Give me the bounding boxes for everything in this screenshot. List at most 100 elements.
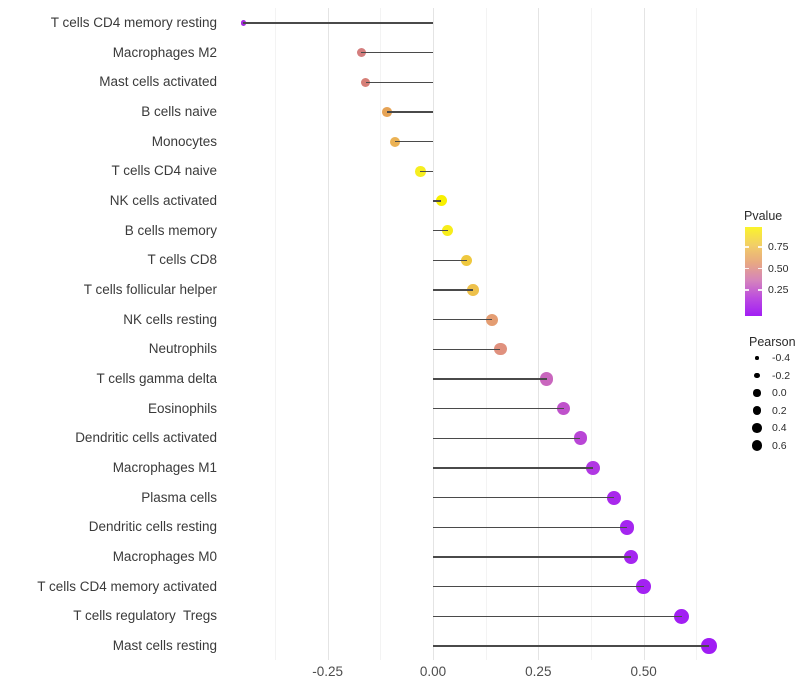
lollipop-dot — [607, 490, 622, 505]
lollipop-stem — [395, 140, 433, 143]
pearson-legend-label: 0.0 — [772, 387, 787, 399]
lollipop-stem — [433, 526, 627, 529]
gridline-major — [433, 8, 434, 660]
gridline-minor — [485, 8, 487, 660]
pearson-legend-title: Pearson — [749, 335, 796, 349]
x-tick-label: 0.00 — [419, 664, 447, 679]
gridline-major — [643, 8, 645, 660]
x-tick-label: 0.25 — [525, 664, 552, 679]
gridline-minor — [380, 8, 382, 660]
lollipop-stem — [433, 585, 644, 588]
pearson-legend-dot-icon — [753, 389, 761, 397]
category-label: Macrophages M2 — [112, 44, 217, 60]
lollipop-dot — [467, 284, 479, 296]
category-label: Monocytes — [151, 133, 217, 149]
pearson-dot-cell — [749, 406, 765, 415]
gridline-minor — [590, 8, 592, 660]
category-label: B cells naive — [141, 104, 217, 119]
pvalue-colorbar-tick — [758, 267, 762, 270]
pvalue-colorbar-tick — [758, 289, 762, 291]
category-label: B cells memory — [124, 222, 217, 238]
category-label: Dendritic cells resting — [88, 519, 217, 535]
pearson-legend-dot-icon — [752, 423, 762, 433]
lollipop-stem — [365, 81, 433, 84]
category-label: NK cells activated — [109, 193, 217, 208]
lollipop-stem — [433, 229, 448, 232]
pearson-legend-dot-icon — [754, 372, 760, 379]
pvalue-colorbar-tick — [758, 246, 762, 248]
pearson-dot-cell — [749, 389, 765, 397]
category-label: NK cells resting — [123, 311, 217, 327]
category-label: T cells CD4 memory resting — [50, 15, 217, 30]
pvalue-tick-label: 0.75 — [768, 241, 789, 253]
pearson-legend-item: -0.4 — [749, 352, 790, 364]
pearson-legend-item: 0.0 — [749, 387, 787, 399]
pvalue-colorbar-tick — [745, 289, 749, 291]
pearson-dot-cell — [749, 372, 765, 379]
category-label: T cells regulatory Tregs — [73, 608, 217, 624]
category-label: Macrophages M0 — [112, 549, 217, 564]
lollipop-stem — [433, 437, 581, 440]
lollipop-stem — [433, 318, 492, 321]
lollipop-stem — [243, 22, 433, 24]
gridline-major — [538, 8, 540, 660]
pvalue-tick-label: 0.25 — [768, 284, 789, 296]
pvalue-colorbar — [745, 227, 762, 316]
x-tick-label: 0.50 — [630, 664, 657, 679]
lollipop-stem — [386, 111, 433, 113]
lollipop-dot — [390, 136, 401, 147]
category-label: Plasma cells — [141, 489, 217, 505]
pearson-legend-item: 0.6 — [749, 440, 787, 452]
lollipop-stem — [433, 496, 615, 499]
lollipop-dot — [240, 20, 246, 26]
pvalue-colorbar-tick — [745, 267, 749, 270]
category-label: Dendritic cells activated — [75, 430, 217, 446]
pearson-legend-item: 0.4 — [749, 422, 787, 434]
pearson-legend-item: -0.2 — [749, 370, 790, 382]
category-label: T cells CD4 memory activated — [37, 578, 217, 594]
pvalue-legend-title: Pvalue — [744, 209, 783, 223]
pearson-legend-label: -0.4 — [772, 352, 791, 364]
pearson-legend-label: -0.2 — [772, 369, 791, 382]
lollipop-dot — [442, 225, 454, 237]
category-label: Macrophages M1 — [112, 460, 217, 475]
lollipop-stem — [433, 645, 709, 647]
pearson-legend-label: 0.4 — [772, 422, 787, 434]
gridline-minor — [696, 8, 698, 660]
lollipop-dot — [415, 166, 426, 177]
lollipop-dot — [356, 48, 366, 58]
lollipop-stem — [433, 556, 631, 558]
lollipop-dot — [623, 549, 639, 565]
category-label: T cells follicular helper — [83, 282, 217, 297]
pvalue-tick-label: 0.50 — [768, 262, 789, 275]
plot-panel — [240, 8, 720, 660]
lollipop-stem — [433, 289, 474, 291]
pearson-legend-dot-icon — [755, 356, 759, 360]
category-label: Eosinophils — [147, 400, 217, 416]
lollipop-dot — [701, 638, 717, 654]
pearson-dot-cell — [749, 356, 765, 360]
gridline-major — [327, 8, 329, 660]
lollipop-stem — [433, 407, 564, 410]
x-tick-label: -0.25 — [312, 664, 344, 679]
pearson-legend-label: 0.2 — [772, 404, 787, 417]
category-label: T cells CD4 naive — [111, 163, 217, 179]
pearson-legend-dot-icon — [752, 406, 762, 415]
category-label: Mast cells resting — [112, 638, 217, 653]
lollipop-stem — [433, 378, 547, 380]
lollipop-dot — [485, 313, 498, 326]
pearson-dot-cell — [749, 440, 765, 451]
pearson-legend-label: 0.6 — [772, 439, 787, 452]
lollipop-stem — [433, 200, 442, 202]
lollipop-stem — [433, 348, 501, 351]
pearson-legend-item: 0.2 — [749, 405, 787, 417]
pearson-legend-dot-icon — [751, 440, 763, 451]
category-label: Neutrophils — [148, 341, 217, 357]
lollipop-stem — [433, 467, 594, 469]
category-label: T cells gamma delta — [96, 371, 217, 386]
lollipop-dot — [381, 107, 392, 117]
gridline-minor — [275, 8, 276, 660]
pearson-dot-cell — [749, 423, 765, 433]
lollipop-stem — [433, 615, 682, 618]
